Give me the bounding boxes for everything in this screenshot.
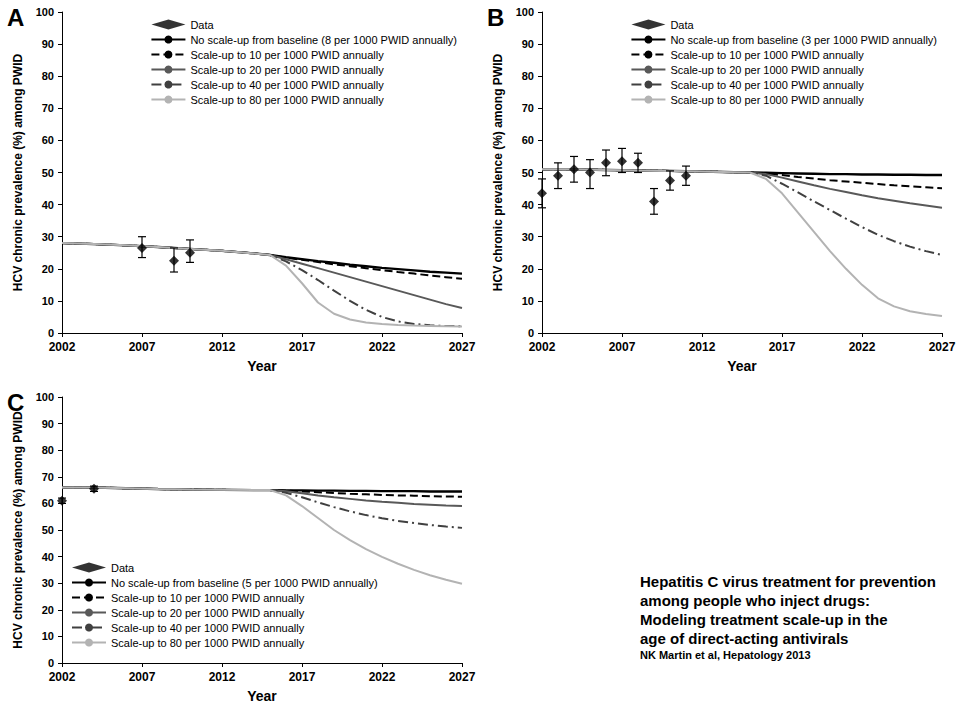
svg-text:2017: 2017	[769, 340, 796, 354]
svg-text:60: 60	[42, 497, 54, 509]
svg-text:40: 40	[42, 199, 54, 211]
svg-text:No scale-up from baseline (3 p: No scale-up from baseline (3 per 1000 PW…	[670, 34, 937, 46]
svg-text:B: B	[487, 4, 504, 31]
svg-text:Scale-up to 10 per 1000 PWID a: Scale-up to 10 per 1000 PWID annually	[111, 592, 305, 604]
svg-text:Scale-up to 20 per 1000 PWID a: Scale-up to 20 per 1000 PWID annually	[111, 607, 305, 619]
svg-text:10: 10	[522, 295, 534, 307]
svg-text:80: 80	[42, 444, 54, 456]
svg-text:70: 70	[522, 102, 534, 114]
svg-text:2027: 2027	[449, 670, 476, 684]
svg-text:50: 50	[522, 167, 534, 179]
svg-text:100: 100	[36, 391, 54, 403]
svg-text:Scale-up to 80 per 1000 PWID a: Scale-up to 80 per 1000 PWID annually	[111, 637, 305, 649]
svg-text:2017: 2017	[289, 670, 316, 684]
svg-text:Data: Data	[111, 562, 135, 574]
svg-text:2002: 2002	[529, 340, 556, 354]
svg-text:20: 20	[42, 604, 54, 616]
html-text:Modeling treatment scale-up in: Modeling treatment scale-up in the	[640, 611, 888, 628]
svg-text:40: 40	[42, 551, 54, 563]
svg-text:0: 0	[528, 327, 534, 339]
svg-text:100: 100	[516, 6, 534, 18]
svg-text:70: 70	[42, 471, 54, 483]
svg-text:90: 90	[522, 38, 534, 50]
svg-text:30: 30	[522, 231, 534, 243]
svg-text:2017: 2017	[289, 340, 316, 354]
svg-text:Scale-up to 40 per 1000 PWID a: Scale-up to 40 per 1000 PWID annually	[190, 79, 384, 91]
svg-text:Scale-up to 20 per 1000 PWID a: Scale-up to 20 per 1000 PWID annually	[670, 64, 864, 76]
svg-text:Scale-up to 20 per 1000 PWID a: Scale-up to 20 per 1000 PWID annually	[190, 64, 384, 76]
svg-text:Scale-up to 80 per 1000 PWID a: Scale-up to 80 per 1000 PWID annually	[190, 94, 384, 106]
svg-text:2007: 2007	[609, 340, 636, 354]
svg-text:2007: 2007	[129, 340, 156, 354]
svg-text:0: 0	[48, 327, 54, 339]
svg-text:Scale-up to 80 per 1000 PWID a: Scale-up to 80 per 1000 PWID annually	[670, 94, 864, 106]
svg-text:0: 0	[48, 657, 54, 669]
svg-text:No scale-up from baseline (8 p: No scale-up from baseline (8 per 1000 PW…	[190, 34, 457, 46]
svg-text:80: 80	[42, 70, 54, 82]
svg-text:90: 90	[42, 418, 54, 430]
svg-text:2027: 2027	[449, 340, 476, 354]
svg-text:HCV chronic prevalence (%) amo: HCV chronic prevalence (%) among PWID	[11, 411, 25, 649]
svg-text:10: 10	[42, 295, 54, 307]
svg-text:20: 20	[522, 263, 534, 275]
svg-text:20: 20	[42, 263, 54, 275]
svg-text:2027: 2027	[929, 340, 956, 354]
svg-text:A: A	[7, 4, 24, 31]
svg-text:60: 60	[42, 134, 54, 146]
svg-text:2002: 2002	[49, 670, 76, 684]
svg-text:80: 80	[522, 70, 534, 82]
html-text:age of direct-acting antiviral: age of direct-acting antivirals	[640, 630, 849, 647]
html-text:Hepatitis C virus treatment fo: Hepatitis C virus treatment for preventi…	[640, 573, 936, 590]
svg-text:2007: 2007	[129, 670, 156, 684]
svg-text:2012: 2012	[209, 340, 236, 354]
svg-text:Data: Data	[190, 19, 214, 31]
svg-text:Year: Year	[247, 688, 277, 704]
svg-text:60: 60	[522, 134, 534, 146]
svg-text:50: 50	[42, 167, 54, 179]
svg-text:Scale-up to 10 per 1000 PWID a: Scale-up to 10 per 1000 PWID annually	[670, 49, 864, 61]
svg-text:No scale-up from baseline (5 p: No scale-up from baseline (5 per 1000 PW…	[111, 577, 378, 589]
svg-text:2002: 2002	[49, 340, 76, 354]
svg-text:2012: 2012	[209, 670, 236, 684]
svg-text:Data: Data	[670, 19, 694, 31]
svg-text:90: 90	[42, 38, 54, 50]
svg-text:2022: 2022	[369, 340, 396, 354]
svg-text:C: C	[7, 389, 24, 416]
svg-text:Scale-up to 10 per 1000 PWID a: Scale-up to 10 per 1000 PWID annually	[190, 49, 384, 61]
svg-text:HCV chronic prevalence (%) amo: HCV chronic prevalence (%) among PWID	[11, 53, 25, 291]
svg-text:30: 30	[42, 231, 54, 243]
svg-text:30: 30	[42, 577, 54, 589]
svg-text:10: 10	[42, 630, 54, 642]
svg-text:Scale-up to 40 per 1000 PWID a: Scale-up to 40 per 1000 PWID annually	[111, 622, 305, 634]
svg-text:Year: Year	[727, 358, 757, 374]
html-text:NK Martin et al, Hepatology 20: NK Martin et al, Hepatology 2013	[640, 649, 811, 661]
svg-text:Scale-up to 40 per 1000 PWID a: Scale-up to 40 per 1000 PWID annually	[670, 79, 864, 91]
html-text:among people who inject drugs:: among people who inject drugs:	[640, 592, 870, 609]
svg-text:Year: Year	[247, 358, 277, 374]
svg-text:2022: 2022	[849, 340, 876, 354]
svg-text:40: 40	[522, 199, 534, 211]
svg-text:2012: 2012	[689, 340, 716, 354]
svg-text:70: 70	[42, 102, 54, 114]
svg-text:100: 100	[36, 6, 54, 18]
svg-text:HCV chronic prevalence (%) amo: HCV chronic prevalence (%) among PWID	[491, 53, 505, 291]
svg-text:2022: 2022	[369, 670, 396, 684]
svg-text:50: 50	[42, 524, 54, 536]
